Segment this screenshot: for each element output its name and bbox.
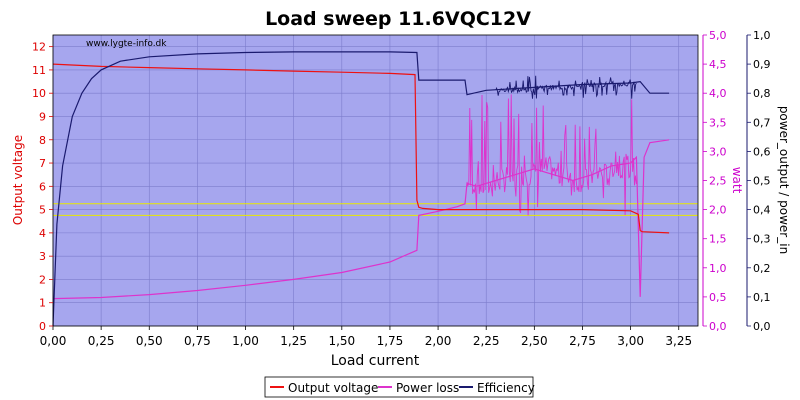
y-watt-tick-label-5: 2,5 <box>709 175 727 188</box>
y-left-tick-label-3: 3 <box>39 250 46 263</box>
y-left-tick-label-8: 8 <box>39 134 46 147</box>
x-tick-label-7: 1,75 <box>377 334 404 348</box>
y-left-tick-label-4: 4 <box>39 227 46 240</box>
plot-area <box>53 35 698 326</box>
y-axis-efficiency: 0,0 0,1 0,2 0,3 0,4 0,5 0,6 0,7 0,8 0,9 1,0 <box>746 29 771 333</box>
legend: Output voltage Power loss Efficiency <box>264 376 535 398</box>
x-tick-label-12: 3,00 <box>617 334 644 348</box>
x-tick-label-13: 3,25 <box>665 334 692 348</box>
x-axis: 0,00 0,25 0,50 0,75 1,00 1,25 1,50 1,75 2,00 2,25… <box>40 326 692 348</box>
y-left-tick-label-10: 10 <box>32 87 46 100</box>
x-tick-label-9: 2,25 <box>473 334 500 348</box>
series-line-output-voltage <box>52 63 670 234</box>
plot-frame <box>52 34 699 327</box>
y-watt-tick-label-7: 3,5 <box>709 116 727 129</box>
y-axis-left-label: Output voltage <box>11 135 25 225</box>
y-left-tick-label-5: 5 <box>39 204 46 217</box>
chart-title: Load sweep 11.6VQC12V <box>265 8 531 30</box>
legend-label-efficiency: Efficiency <box>477 381 535 395</box>
y-eff-tick-label-8: 0,8 <box>753 87 771 100</box>
series-noise-efficiency <box>495 75 637 99</box>
y-axis-efficiency-label: power_output / power_in <box>777 106 791 254</box>
y-eff-tick-label-0: 0,0 <box>753 320 771 333</box>
x-tick-label-1: 0,25 <box>88 334 115 348</box>
y-watt-tick-label-6: 3,0 <box>709 145 727 158</box>
legend-label-output-voltage: Output voltage <box>288 381 378 395</box>
x-tick-label-5: 1,25 <box>280 334 307 348</box>
y-eff-tick-label-5: 0,5 <box>753 175 771 188</box>
legend-box <box>264 376 534 398</box>
watermark: www.lygte-info.dk <box>86 39 167 49</box>
y-left-tick-label-7: 7 <box>39 157 46 170</box>
x-tick-label-3: 0,75 <box>184 334 211 348</box>
y-left-tick-label-12: 12 <box>32 41 46 54</box>
y-eff-tick-label-10: 1,0 <box>753 29 771 42</box>
y-watt-tick-label-1: 0,5 <box>709 291 727 304</box>
y-eff-tick-label-6: 0,6 <box>753 145 771 158</box>
y-axis-watt: 0,0 0,5 1,0 1,5 2,0 2,5 3,0 3,5 4,0 4,5 5,0 <box>702 29 727 333</box>
y-watt-tick-label-0: 0,0 <box>709 320 727 333</box>
x-tick-label-4: 1,00 <box>232 334 259 348</box>
y-left-tick-label-1: 1 <box>39 297 46 310</box>
y-eff-tick-label-2: 0,2 <box>753 262 771 275</box>
series-group <box>52 51 670 327</box>
y-eff-tick-label-3: 0,3 <box>753 233 771 246</box>
y-eff-tick-label-4: 0,4 <box>753 204 771 217</box>
y-watt-tick-label-2: 1,0 <box>709 262 727 275</box>
x-tick-label-8: 2,00 <box>425 334 452 348</box>
y-eff-tick-label-9: 0,9 <box>753 58 771 71</box>
y-eff-tick-label-7: 0,7 <box>753 116 771 129</box>
y-watt-tick-label-4: 2,0 <box>709 204 727 217</box>
series-noise-power-loss <box>466 94 637 216</box>
reference-lines <box>53 203 698 216</box>
x-tick-label-6: 1,50 <box>328 334 355 348</box>
x-tick-label-2: 0,50 <box>136 334 163 348</box>
y-watt-tick-label-3: 1,5 <box>709 233 727 246</box>
y-eff-tick-label-1: 0,1 <box>753 291 771 304</box>
y-left-tick-label-11: 11 <box>32 64 46 77</box>
y-left-tick-label-2: 2 <box>39 273 46 286</box>
y-watt-tick-label-10: 5,0 <box>709 29 727 42</box>
y-watt-tick-label-8: 4,0 <box>709 87 727 100</box>
x-tick-label-10: 2,50 <box>521 334 548 348</box>
y-axis-watt-label: watt <box>730 167 744 194</box>
y-left-tick-label-0: 0 <box>39 320 46 333</box>
y-watt-tick-label-9: 4,5 <box>709 58 727 71</box>
x-tick-label-11: 2,75 <box>569 334 596 348</box>
x-tick-label-0: 0,00 <box>40 334 67 348</box>
y-left-tick-label-9: 9 <box>39 110 46 123</box>
legend-label-power-loss: Power loss <box>396 381 459 395</box>
y-left-tick-label-6: 6 <box>39 180 46 193</box>
x-axis-label: Load current <box>331 353 420 369</box>
